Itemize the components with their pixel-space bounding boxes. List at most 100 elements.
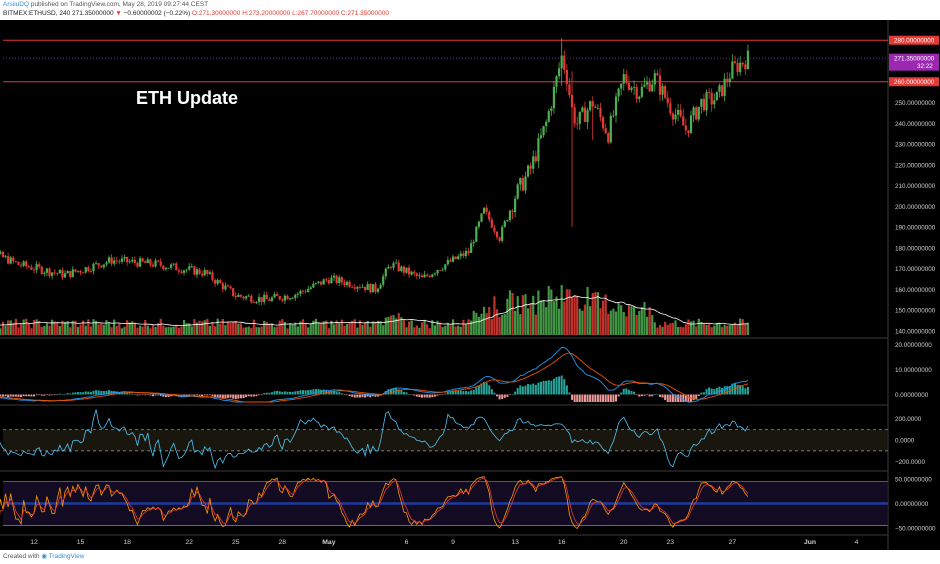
macd-histogram-bar [82, 392, 85, 395]
volume-bar [511, 292, 514, 335]
candle-body [720, 85, 724, 97]
volume-bar [653, 322, 656, 335]
macd-histogram-bar [485, 382, 488, 395]
candle-body [470, 243, 473, 253]
volume-bar [410, 320, 413, 335]
volume-bar [123, 326, 126, 335]
macd-histogram-bar [299, 390, 302, 395]
candle-body [428, 275, 431, 277]
volume-bar [154, 326, 157, 335]
volume-bar [35, 319, 38, 335]
author-link[interactable]: ArsiiuDQ [3, 1, 30, 8]
macd-histogram-bar [20, 394, 23, 398]
price-axis[interactable]: 280.00000000 260.00000000 250.00000000 240.… [889, 35, 939, 533]
volume-bar [599, 308, 602, 335]
price-tick-label: 190.00000000 [895, 225, 936, 232]
macd-histogram-bar [108, 390, 111, 395]
candle-body [501, 226, 504, 241]
macd-histogram-bar [232, 394, 235, 399]
candle-body [441, 269, 444, 271]
volume-bar [4, 325, 7, 335]
stoch-rsi-pane[interactable] [0, 476, 888, 530]
macd-histogram-bar [501, 394, 504, 399]
volume-bar [234, 320, 237, 335]
price-pane[interactable] [0, 38, 888, 306]
macd-histogram-bar [1, 394, 4, 397]
volume-bar [358, 320, 362, 335]
candle-body [612, 115, 615, 117]
time-tick-label: 16 [558, 539, 566, 546]
volume-bar [48, 325, 51, 335]
macd-histogram-bar [371, 394, 374, 397]
candle-body [410, 271, 413, 275]
cci-pane[interactable] [0, 409, 888, 470]
candle-body [340, 277, 343, 283]
volume-bar [107, 323, 111, 335]
macd-histogram-bar [45, 394, 48, 396]
candle-body [638, 96, 641, 99]
macd-histogram-bar [286, 391, 289, 395]
volume-bar [669, 323, 672, 335]
macd-histogram-bar [338, 392, 341, 395]
chart-canvas[interactable]: 280.00000000260.00000000250.00000000240.… [0, 20, 940, 550]
macd-histogram-bar [278, 391, 281, 395]
volume-bar [136, 327, 139, 335]
volume-bar [193, 319, 196, 335]
macd-histogram-bar [550, 380, 553, 395]
candle-countdown-label: 32:22 [917, 63, 933, 70]
macd-histogram-bar [392, 387, 395, 395]
volume-bar [586, 286, 589, 335]
candle-body [555, 76, 558, 87]
macd-histogram-bar [115, 391, 118, 395]
candle-body [526, 165, 530, 177]
volume-bar [741, 319, 744, 335]
candle-body [733, 61, 737, 63]
time-tick-label: 9 [451, 539, 455, 546]
price-tick-label: 180.00000000 [895, 245, 936, 252]
candle-body [76, 270, 80, 272]
volume-bar [568, 289, 571, 335]
macd-histogram-bar [320, 389, 323, 395]
volume-bar [43, 325, 46, 335]
volume-bar [733, 322, 737, 335]
volume-bar [604, 294, 607, 335]
time-tick-label: 18 [123, 539, 131, 546]
time-tick-label: 25 [232, 539, 240, 546]
macd-pane[interactable] [0, 346, 749, 403]
volume-bar [464, 324, 468, 335]
candle-body [151, 264, 155, 267]
volume-bar [516, 296, 519, 335]
tradingview-brand[interactable]: TradingView [48, 553, 85, 560]
candle-body [309, 287, 312, 290]
candle-body [589, 101, 592, 110]
volume-bar [94, 320, 98, 335]
macd-histogram-bar [43, 394, 46, 396]
volume-bar [524, 294, 527, 335]
candle-body [141, 258, 144, 262]
volume-bar [307, 327, 310, 335]
candle-body [557, 68, 561, 77]
volume-bar [472, 310, 475, 335]
macd-histogram-bar [643, 394, 646, 396]
volume-bar [415, 325, 418, 335]
macd-histogram-bar [555, 377, 558, 395]
candle-body [100, 265, 103, 268]
candle-body [25, 261, 28, 267]
volume-bar [188, 323, 191, 335]
volume-bar [224, 325, 227, 335]
candle-body [472, 241, 475, 244]
candle-body [604, 128, 607, 133]
macd-histogram-bar [635, 394, 638, 396]
volume-bar [664, 321, 667, 335]
volume-bar [702, 323, 706, 335]
macd-histogram-bar [356, 394, 359, 398]
volume-bar [201, 321, 204, 335]
stoch-d-line [0, 476, 749, 525]
volume-bar [265, 321, 268, 335]
candle-body [433, 273, 437, 275]
volume-bar [640, 307, 643, 335]
volume-bar [676, 327, 680, 335]
time-axis[interactable]: 12 15 18 22 25 28 May 6 9 13 16 20 23 27 Jun 4 [30, 539, 858, 546]
candle-body [503, 221, 506, 227]
volume-bar [617, 302, 620, 335]
